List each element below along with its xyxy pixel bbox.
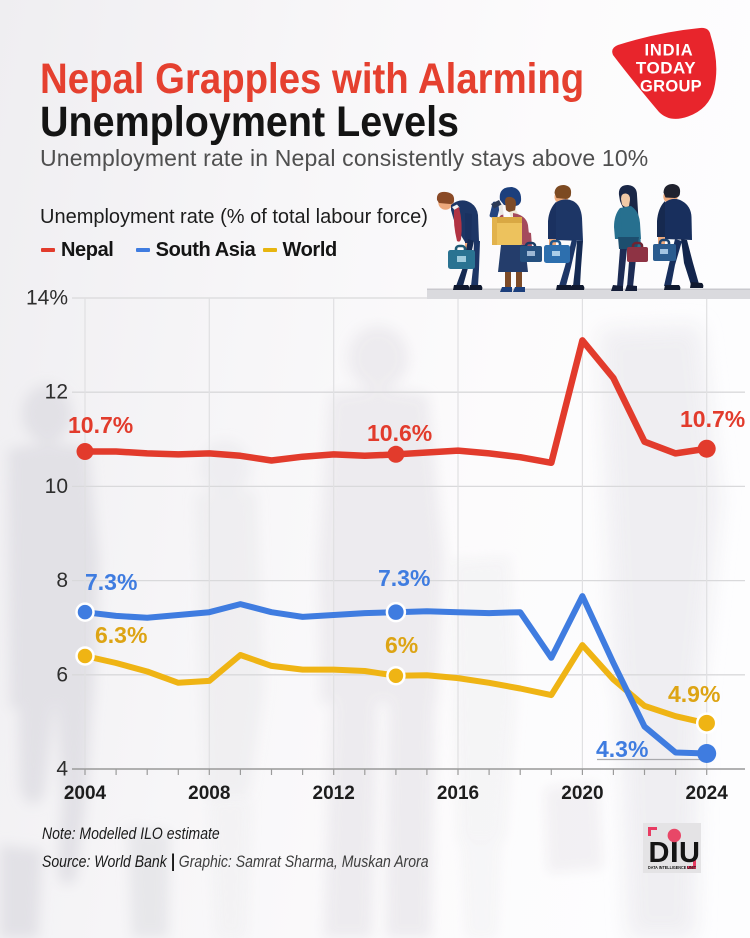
svg-text:10.7%: 10.7% [680, 406, 745, 432]
svg-text:U: U [679, 837, 700, 869]
svg-text:8: 8 [56, 569, 68, 592]
svg-text:10.6%: 10.6% [367, 420, 432, 446]
svg-text:6.3%: 6.3% [95, 622, 147, 648]
svg-text:2024: 2024 [686, 783, 729, 804]
svg-text:4: 4 [56, 758, 68, 781]
svg-text:2004: 2004 [64, 783, 107, 804]
svg-text:7.3%: 7.3% [378, 565, 430, 591]
svg-text:12: 12 [45, 381, 68, 404]
svg-text:2020: 2020 [561, 783, 603, 804]
svg-text:4.9%: 4.9% [668, 681, 720, 707]
svg-text:2016: 2016 [437, 783, 479, 804]
svg-text:INDIA: INDIA [645, 42, 694, 60]
svg-text:2012: 2012 [313, 783, 355, 804]
svg-text:14%: 14% [26, 287, 68, 310]
svg-text:TODAY: TODAY [636, 59, 696, 78]
svg-text:DATA INTELLIGENCE UNIT: DATA INTELLIGENCE UNIT [648, 865, 696, 870]
svg-text:2008: 2008 [188, 783, 230, 804]
svg-text:6: 6 [56, 663, 68, 686]
svg-text:D: D [649, 837, 669, 869]
svg-text:7.3%: 7.3% [85, 569, 137, 595]
svg-text:10.7%: 10.7% [68, 412, 133, 438]
svg-text:4.3%: 4.3% [596, 736, 648, 762]
svg-text:10: 10 [45, 475, 68, 498]
svg-text:6%: 6% [385, 632, 418, 658]
svg-text:GROUP: GROUP [640, 78, 702, 96]
